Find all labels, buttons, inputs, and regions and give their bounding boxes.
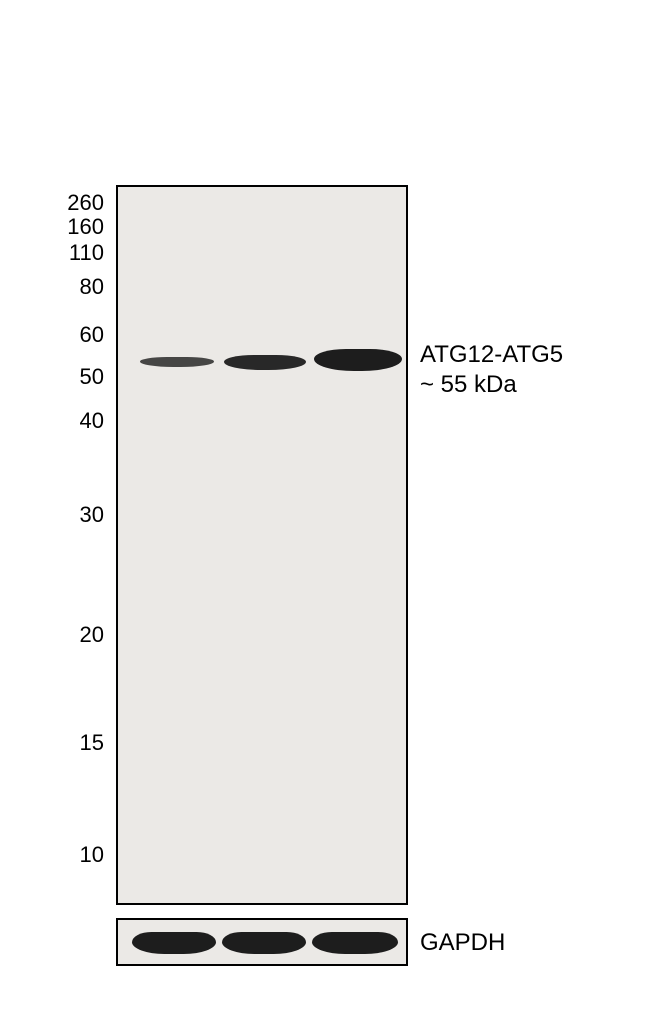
gapdh-band <box>222 932 306 954</box>
ladder-label: 160 <box>67 214 104 240</box>
blot-band <box>224 355 306 370</box>
band-annotation-line2: ~ 55 kDa <box>420 370 563 400</box>
blot-band <box>314 349 402 371</box>
ladder-label: 80 <box>80 274 104 300</box>
ladder-label: 40 <box>80 408 104 434</box>
ladder-label: 60 <box>80 322 104 348</box>
band-annotation-line1: ATG12-ATG5 <box>420 340 563 370</box>
ladder-label: 50 <box>80 364 104 390</box>
ladder-label: 30 <box>80 502 104 528</box>
gapdh-band <box>132 932 216 954</box>
ladder-label: 20 <box>80 622 104 648</box>
ladder-label: 260 <box>67 190 104 216</box>
lane-labels-group: NIH/3T3 C2C12 Neuro-2a <box>40 40 610 180</box>
gapdh-label: GAPDH <box>420 928 505 958</box>
main-blot-box <box>116 185 408 905</box>
band-annotation: ATG12-ATG5 ~ 55 kDa <box>420 340 563 400</box>
gapdh-blot-box <box>116 918 408 966</box>
ladder-label: 110 <box>69 240 104 266</box>
blot-band <box>140 357 214 367</box>
western-blot-figure: NIH/3T3 C2C12 Neuro-2a 260 160 110 80 60… <box>40 40 610 993</box>
mw-ladder: 260 160 110 80 60 50 40 30 20 15 10 <box>40 185 110 905</box>
gapdh-band <box>312 932 398 954</box>
ladder-label: 10 <box>80 842 104 868</box>
ladder-label: 15 <box>80 730 104 756</box>
